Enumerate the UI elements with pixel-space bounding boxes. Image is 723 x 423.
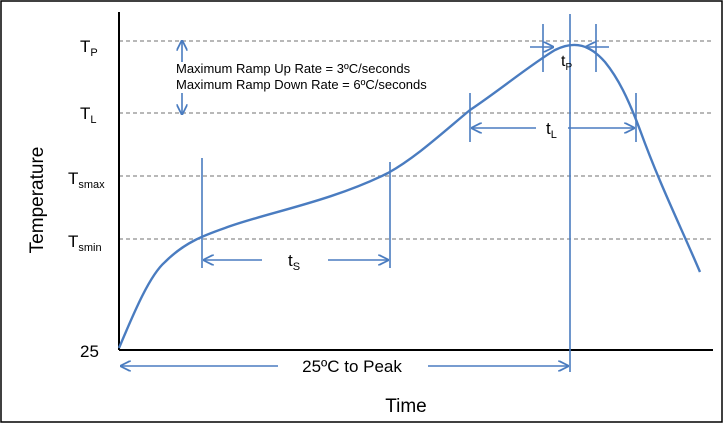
tsmin-level-label: Tsmin: [68, 232, 102, 254]
tl-level-label: TL: [80, 104, 97, 126]
tl-interval-label: tL: [546, 119, 557, 141]
y-origin-label: 25: [80, 342, 99, 361]
x-axis-title: Time: [385, 396, 427, 417]
ramp-down-note: Maximum Ramp Down Rate = 6ºC/seconds: [176, 77, 427, 92]
y-axis-title: Temperature: [27, 147, 48, 254]
ts-interval-label: tS: [288, 251, 300, 273]
tp-interval-label: tP: [561, 53, 572, 73]
ramp-up-note: Maximum Ramp Up Rate = 3ºC/seconds: [176, 61, 411, 76]
to-peak-label: 25ºC to Peak: [302, 357, 402, 376]
tp-level-label: TP: [80, 37, 98, 59]
tsmax-level-label: Tsmax: [68, 169, 105, 191]
